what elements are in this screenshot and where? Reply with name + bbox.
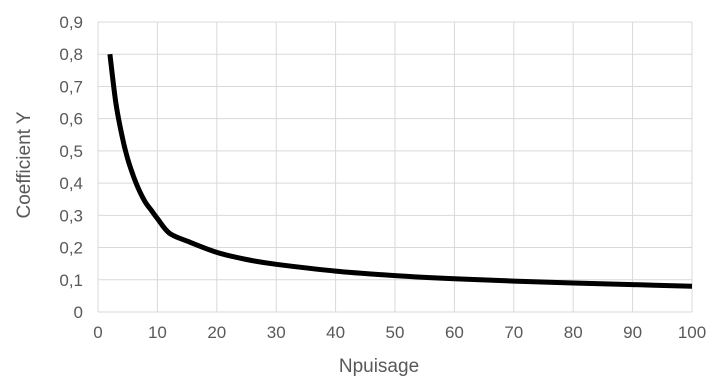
x-tick-label: 70 (504, 323, 523, 342)
y-tick-label: 0,1 (59, 271, 83, 290)
y-tick-label: 0,3 (59, 206, 83, 225)
y-tick-label: 0,7 (59, 77, 83, 96)
y-tick-label: 0,4 (59, 174, 83, 193)
x-tick-label: 10 (148, 323, 167, 342)
x-tick-label: 30 (267, 323, 286, 342)
grid (97, 21, 693, 313)
y-tick-label: 0,8 (59, 45, 83, 64)
x-tick-label: 20 (207, 323, 226, 342)
x-tick-label: 100 (678, 323, 706, 342)
x-tick-labels: 0 10 20 30 40 50 60 70 80 90 100 (93, 323, 706, 342)
y-tick-label: 0,5 (59, 142, 83, 161)
y-tick-label: 0,6 (59, 110, 83, 129)
y-tick-label: 0 (74, 303, 83, 322)
y-axis-title: Coefficient Y (14, 111, 35, 218)
y-tick-label: 0,2 (59, 239, 83, 258)
x-tick-label: 80 (564, 323, 583, 342)
series-layer (107, 53, 693, 289)
x-tick-label: 90 (623, 323, 642, 342)
x-axis-title: Npuisage (339, 356, 419, 377)
series-line-0 (107, 53, 693, 289)
x-tick-label: 50 (386, 323, 405, 342)
y-tick-label: 0,9 (59, 13, 83, 32)
y-tick-labels: 0 0,1 0,2 0,3 0,4 0,5 0,6 0,7 0,8 0,9 (59, 13, 83, 322)
x-tick-label: 0 (93, 323, 102, 342)
x-tick-label: 60 (445, 323, 464, 342)
x-tick-label: 40 (326, 323, 345, 342)
